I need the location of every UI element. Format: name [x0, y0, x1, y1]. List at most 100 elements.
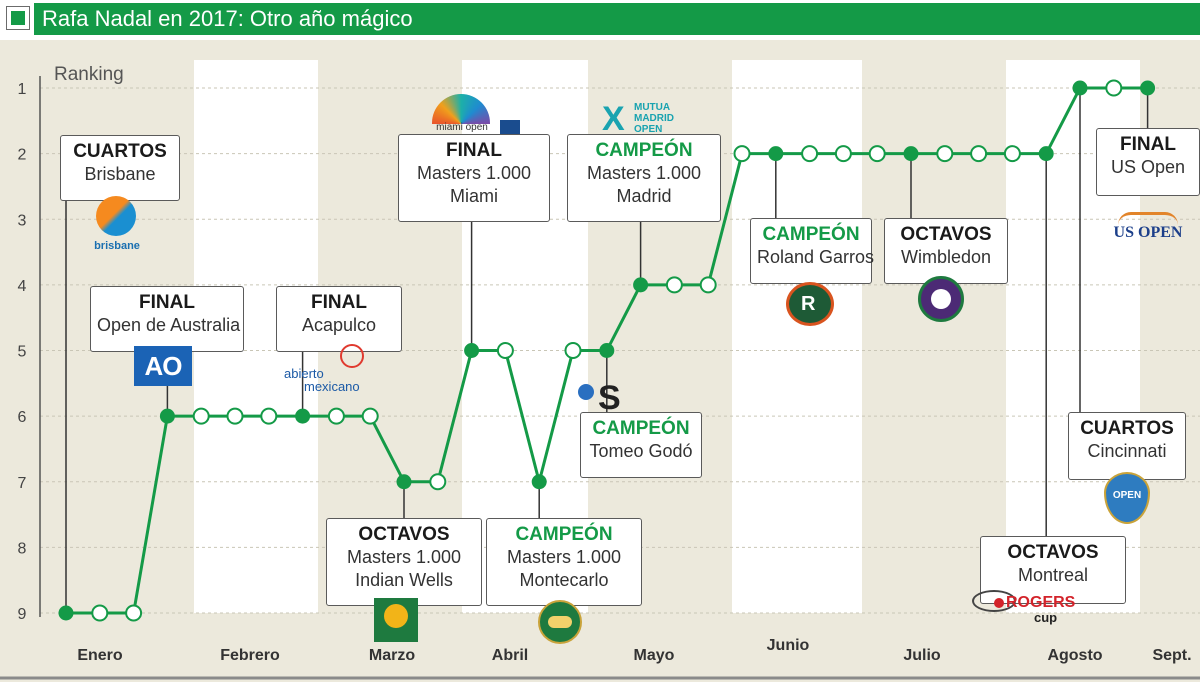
ranking-point [58, 605, 74, 621]
chart-title: Rafa Nadal en 2017: Otro año mágico [34, 3, 1200, 35]
annotation-result: OCTAVOS [900, 224, 992, 245]
ranking-point [564, 342, 582, 359]
ranking-point [260, 407, 278, 425]
month-label: Mayo [634, 647, 675, 664]
madrid-text: MADRID [634, 113, 674, 124]
annotation-line: Open de Australia [97, 315, 241, 335]
month-label: Febrero [220, 647, 280, 664]
month-label: Marzo [369, 647, 415, 664]
title-square-icon [6, 6, 30, 30]
mutua-madrid-open-logo: X MUTUA MADRID OPEN [602, 100, 674, 138]
ranking-point [531, 474, 547, 490]
annotation-box: CAMPEÓN Masters 1.000 Montecarlo [486, 518, 642, 606]
annotation-result: OCTAVOS [358, 524, 450, 545]
month-label: Sept. [1152, 647, 1191, 664]
y-tick-label: 3 [18, 212, 27, 229]
annotation-line: Brisbane [84, 164, 156, 184]
montecarlo-logo [538, 600, 582, 644]
rogers-cup-logo: ROGERS cup [972, 588, 1092, 632]
annotation-line: Montecarlo [519, 570, 609, 590]
ranking-point [1038, 146, 1054, 162]
month-label: Abril [492, 647, 528, 664]
ranking-point [1140, 80, 1156, 96]
annotation-result: FINAL [446, 140, 502, 161]
annotation-line: Indian Wells [355, 570, 453, 590]
annotation-line: Tomeo Godó [589, 441, 693, 461]
month-label: Agosto [1047, 647, 1102, 664]
annotation-box: FINAL Masters 1.000 Miami [398, 134, 550, 222]
roland-garros-logo: R [786, 282, 834, 326]
abierto-text: abierto [284, 366, 324, 381]
ranking-point [768, 146, 784, 162]
annotation-box: OCTAVOS Montreal [980, 536, 1126, 604]
ranking-point [834, 145, 852, 163]
ranking-point [91, 604, 109, 622]
ranking-point [733, 145, 751, 163]
godo-logo-text: S [598, 379, 621, 417]
abierto-mexicano-logo: abierto mexicano [284, 344, 380, 394]
ranking-point [159, 408, 175, 424]
ranking-point [327, 407, 345, 425]
annotation-box: FINAL US Open [1096, 128, 1200, 196]
ranking-point [429, 473, 447, 491]
month-label: Julio [903, 647, 941, 664]
annotation-line: Masters 1.000 [506, 547, 622, 567]
annotation-result: FINAL [139, 292, 195, 313]
ranking-point [361, 407, 379, 425]
ranking-point [1072, 80, 1088, 96]
annotation-result: CUARTOS [73, 141, 167, 162]
ao-logo: AO [134, 346, 192, 386]
y-axis-label: Ranking [54, 64, 124, 85]
annotation-line: Masters 1.000 [586, 163, 702, 183]
mexicano-text: mexicano [304, 379, 360, 394]
ranking-point [801, 145, 819, 163]
ranking-point [903, 146, 919, 162]
annotation-line: Masters 1.000 [346, 547, 462, 567]
annotation-result: OCTAVOS [1007, 542, 1099, 563]
annotation-result: CAMPEÓN [762, 224, 860, 245]
cincinnati-logo: OPEN [1104, 472, 1150, 524]
us-open-logo: US OPEN [1110, 210, 1186, 252]
ranking-point [464, 343, 480, 358]
y-tick-label: 8 [18, 540, 27, 557]
us-open-logo-text: US OPEN [1113, 224, 1183, 241]
mutua-text: MUTUA [634, 102, 671, 113]
y-tick-label: 6 [18, 409, 27, 426]
title-bar: Rafa Nadal en 2017: Otro año mágico [0, 0, 1200, 40]
annotation-box: CUARTOS Brisbane [60, 135, 180, 201]
y-tick-label: 9 [18, 606, 27, 623]
month-label: Junio [767, 637, 810, 654]
annotation-line: Masters 1.000 [416, 163, 532, 183]
annotation-line: Wimbledon [900, 247, 992, 267]
ranking-point [1105, 79, 1123, 97]
annotation-line: Madrid [616, 186, 672, 206]
brisbane-logo: brisbane [90, 196, 144, 262]
annotation-box: FINAL Open de Australia [90, 286, 244, 352]
indian-wells-logo [374, 598, 418, 642]
ranking-point [496, 342, 514, 359]
ranking-point [868, 145, 886, 163]
annotation-result: CUARTOS [1080, 418, 1174, 439]
annotation-box: CUARTOS Cincinnati [1068, 412, 1186, 480]
miami-open-logo: miami open [430, 92, 522, 136]
cup-text: cup [1034, 610, 1058, 625]
y-tick-label: 7 [18, 475, 27, 492]
annotation-box: CAMPEÓN Masters 1.000 Madrid [567, 134, 721, 222]
miami-open-text: miami open [436, 122, 488, 133]
ranking-point [396, 474, 412, 490]
annotation-box: CAMPEÓN Tomeo Godó [580, 412, 702, 478]
annotation-result: CAMPEÓN [595, 140, 693, 161]
ranking-point [295, 408, 311, 424]
month-label: Enero [77, 647, 123, 664]
annotation-line: US Open [1110, 157, 1186, 177]
annotation-box: FINAL Acapulco [276, 286, 402, 352]
ranking-point [1003, 145, 1021, 163]
ranking-point [633, 277, 649, 293]
wimbledon-logo [918, 276, 964, 322]
annotation-box: OCTAVOS Wimbledon [884, 218, 1008, 284]
annotation-line: Roland Garros [757, 247, 875, 267]
y-tick-label: 4 [18, 278, 27, 295]
ranking-point [599, 343, 615, 358]
brisbane-logo-text: brisbane [94, 240, 140, 252]
